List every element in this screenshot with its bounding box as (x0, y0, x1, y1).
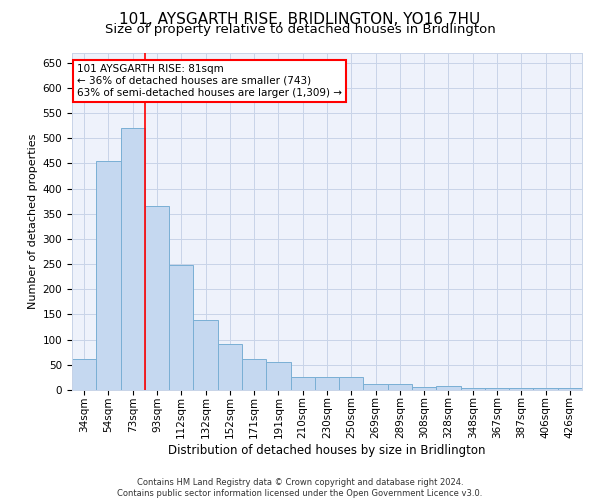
Bar (364, 384, 388, 390)
Bar (533, 388, 558, 390)
Bar (558, 388, 582, 390)
Bar (461, 388, 485, 390)
Bar (412, 387, 436, 390)
Text: Contains HM Land Registry data © Crown copyright and database right 2024.
Contai: Contains HM Land Registry data © Crown c… (118, 478, 482, 498)
Text: 101, AYSGARTH RISE, BRIDLINGTON, YO16 7HU: 101, AYSGARTH RISE, BRIDLINGTON, YO16 7H… (119, 12, 481, 28)
Bar (388, 384, 412, 390)
Bar (145, 206, 169, 390)
Bar (169, 265, 193, 390)
Bar (242, 359, 266, 390)
Bar (485, 388, 509, 390)
Bar (96, 161, 121, 390)
Bar (339, 378, 364, 390)
Bar (121, 128, 145, 390)
Bar (315, 378, 339, 390)
Y-axis label: Number of detached properties: Number of detached properties (28, 134, 38, 309)
Bar (266, 362, 290, 390)
Bar (193, 320, 218, 390)
Text: 101 AYSGARTH RISE: 81sqm
← 36% of detached houses are smaller (743)
63% of semi-: 101 AYSGARTH RISE: 81sqm ← 36% of detach… (77, 64, 342, 98)
Bar (509, 388, 533, 390)
Bar (290, 378, 315, 390)
Bar (436, 386, 461, 390)
X-axis label: Distribution of detached houses by size in Bridlington: Distribution of detached houses by size … (168, 444, 486, 457)
Bar (218, 344, 242, 390)
Text: Size of property relative to detached houses in Bridlington: Size of property relative to detached ho… (104, 22, 496, 36)
Bar (72, 359, 96, 390)
